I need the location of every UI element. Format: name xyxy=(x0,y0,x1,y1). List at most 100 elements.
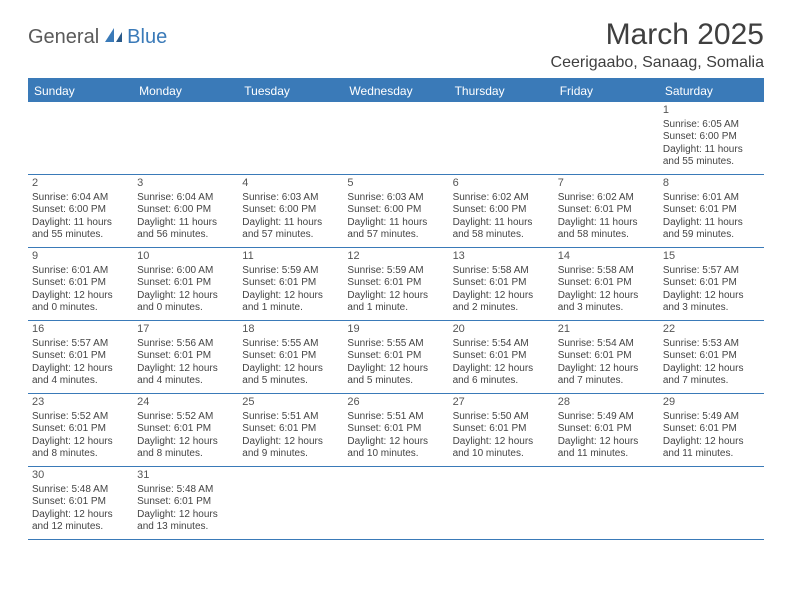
location: Ceerigaabo, Sanaag, Somalia xyxy=(551,54,764,72)
sunset-text: Sunset: 6:00 PM xyxy=(137,204,234,217)
daylight-text: Daylight: 12 hours and 4 minutes. xyxy=(137,363,234,388)
sunset-text: Sunset: 6:01 PM xyxy=(453,350,550,363)
daylight-text: Daylight: 11 hours and 58 minutes. xyxy=(453,217,550,242)
day-cell: 3Sunrise: 6:04 AMSunset: 6:00 PMDaylight… xyxy=(133,175,238,247)
daylight-text: Daylight: 12 hours and 10 minutes. xyxy=(453,436,550,461)
weekday-header: Monday xyxy=(133,80,238,102)
sunrise-text: Sunrise: 5:59 AM xyxy=(242,265,339,278)
empty-day xyxy=(449,467,554,539)
day-number: 21 xyxy=(558,323,655,337)
weekday-header: Friday xyxy=(554,80,659,102)
day-cell: 21Sunrise: 5:54 AMSunset: 6:01 PMDayligh… xyxy=(554,321,659,393)
sunset-text: Sunset: 6:01 PM xyxy=(32,350,129,363)
daylight-text: Daylight: 12 hours and 2 minutes. xyxy=(453,290,550,315)
day-cell: 26Sunrise: 5:51 AMSunset: 6:01 PMDayligh… xyxy=(343,394,448,466)
day-number: 23 xyxy=(32,396,129,410)
empty-day xyxy=(28,102,133,174)
day-cell: 19Sunrise: 5:55 AMSunset: 6:01 PMDayligh… xyxy=(343,321,448,393)
sunset-text: Sunset: 6:01 PM xyxy=(663,350,760,363)
day-cell: 23Sunrise: 5:52 AMSunset: 6:01 PMDayligh… xyxy=(28,394,133,466)
sunset-text: Sunset: 6:01 PM xyxy=(558,423,655,436)
month-title: March 2025 xyxy=(551,18,764,52)
day-number: 9 xyxy=(32,250,129,264)
sunrise-text: Sunrise: 6:02 AM xyxy=(453,192,550,205)
sunrise-text: Sunrise: 5:58 AM xyxy=(558,265,655,278)
sunrise-text: Sunrise: 6:02 AM xyxy=(558,192,655,205)
sunrise-text: Sunrise: 6:04 AM xyxy=(137,192,234,205)
empty-day xyxy=(449,102,554,174)
day-cell: 30Sunrise: 5:48 AMSunset: 6:01 PMDayligh… xyxy=(28,467,133,539)
week-row: 23Sunrise: 5:52 AMSunset: 6:01 PMDayligh… xyxy=(28,394,764,467)
daylight-text: Daylight: 12 hours and 12 minutes. xyxy=(32,509,129,534)
week-row: 2Sunrise: 6:04 AMSunset: 6:00 PMDaylight… xyxy=(28,175,764,248)
sunset-text: Sunset: 6:01 PM xyxy=(453,277,550,290)
day-number: 11 xyxy=(242,250,339,264)
empty-day xyxy=(554,102,659,174)
day-cell: 15Sunrise: 5:57 AMSunset: 6:01 PMDayligh… xyxy=(659,248,764,320)
empty-day xyxy=(659,467,764,539)
day-number: 4 xyxy=(242,177,339,191)
day-cell: 9Sunrise: 6:01 AMSunset: 6:01 PMDaylight… xyxy=(28,248,133,320)
week-row: 16Sunrise: 5:57 AMSunset: 6:01 PMDayligh… xyxy=(28,321,764,394)
day-cell: 31Sunrise: 5:48 AMSunset: 6:01 PMDayligh… xyxy=(133,467,238,539)
daylight-text: Daylight: 12 hours and 8 minutes. xyxy=(137,436,234,461)
day-number: 1 xyxy=(663,104,760,118)
sunrise-text: Sunrise: 5:58 AM xyxy=(453,265,550,278)
day-cell: 14Sunrise: 5:58 AMSunset: 6:01 PMDayligh… xyxy=(554,248,659,320)
sunset-text: Sunset: 6:01 PM xyxy=(32,496,129,509)
sunrise-text: Sunrise: 6:03 AM xyxy=(347,192,444,205)
daylight-text: Daylight: 12 hours and 7 minutes. xyxy=(558,363,655,388)
daylight-text: Daylight: 12 hours and 4 minutes. xyxy=(32,363,129,388)
sunrise-text: Sunrise: 5:55 AM xyxy=(242,338,339,351)
daylight-text: Daylight: 12 hours and 0 minutes. xyxy=(137,290,234,315)
empty-day xyxy=(238,467,343,539)
sunrise-text: Sunrise: 5:48 AM xyxy=(32,484,129,497)
daylight-text: Daylight: 12 hours and 3 minutes. xyxy=(558,290,655,315)
sunset-text: Sunset: 6:01 PM xyxy=(242,423,339,436)
day-cell: 13Sunrise: 5:58 AMSunset: 6:01 PMDayligh… xyxy=(449,248,554,320)
weekday-header: Sunday xyxy=(28,80,133,102)
sunrise-text: Sunrise: 5:54 AM xyxy=(453,338,550,351)
day-cell: 16Sunrise: 5:57 AMSunset: 6:01 PMDayligh… xyxy=(28,321,133,393)
empty-day xyxy=(343,102,448,174)
sunset-text: Sunset: 6:01 PM xyxy=(558,277,655,290)
daylight-text: Daylight: 12 hours and 8 minutes. xyxy=(32,436,129,461)
day-cell: 1Sunrise: 6:05 AMSunset: 6:00 PMDaylight… xyxy=(659,102,764,174)
logo-sail-icon xyxy=(103,26,125,49)
sunset-text: Sunset: 6:00 PM xyxy=(663,131,760,144)
weekday-header: Wednesday xyxy=(343,80,448,102)
sunrise-text: Sunrise: 5:56 AM xyxy=(137,338,234,351)
day-number: 2 xyxy=(32,177,129,191)
sunrise-text: Sunrise: 5:49 AM xyxy=(663,411,760,424)
daylight-text: Daylight: 12 hours and 6 minutes. xyxy=(453,363,550,388)
empty-day xyxy=(554,467,659,539)
sunset-text: Sunset: 6:00 PM xyxy=(242,204,339,217)
day-number: 25 xyxy=(242,396,339,410)
header: General Blue March 2025 Ceerigaabo, Sana… xyxy=(28,18,764,72)
daylight-text: Daylight: 12 hours and 10 minutes. xyxy=(347,436,444,461)
day-number: 3 xyxy=(137,177,234,191)
day-cell: 7Sunrise: 6:02 AMSunset: 6:01 PMDaylight… xyxy=(554,175,659,247)
sunrise-text: Sunrise: 5:54 AM xyxy=(558,338,655,351)
calendar: SundayMondayTuesdayWednesdayThursdayFrid… xyxy=(28,78,764,540)
day-number: 13 xyxy=(453,250,550,264)
sunset-text: Sunset: 6:00 PM xyxy=(347,204,444,217)
daylight-text: Daylight: 12 hours and 1 minute. xyxy=(347,290,444,315)
daylight-text: Daylight: 11 hours and 55 minutes. xyxy=(32,217,129,242)
sunset-text: Sunset: 6:01 PM xyxy=(32,423,129,436)
sunrise-text: Sunrise: 6:03 AM xyxy=(242,192,339,205)
daylight-text: Daylight: 12 hours and 11 minutes. xyxy=(558,436,655,461)
sunset-text: Sunset: 6:01 PM xyxy=(558,350,655,363)
week-row: 30Sunrise: 5:48 AMSunset: 6:01 PMDayligh… xyxy=(28,467,764,540)
logo-text-blue: Blue xyxy=(127,26,167,49)
day-cell: 20Sunrise: 5:54 AMSunset: 6:01 PMDayligh… xyxy=(449,321,554,393)
daylight-text: Daylight: 12 hours and 3 minutes. xyxy=(663,290,760,315)
sunrise-text: Sunrise: 6:05 AM xyxy=(663,119,760,132)
day-number: 30 xyxy=(32,469,129,483)
sunset-text: Sunset: 6:01 PM xyxy=(32,277,129,290)
day-number: 17 xyxy=(137,323,234,337)
sunset-text: Sunset: 6:01 PM xyxy=(663,277,760,290)
daylight-text: Daylight: 11 hours and 55 minutes. xyxy=(663,144,760,169)
day-cell: 17Sunrise: 5:56 AMSunset: 6:01 PMDayligh… xyxy=(133,321,238,393)
day-cell: 4Sunrise: 6:03 AMSunset: 6:00 PMDaylight… xyxy=(238,175,343,247)
